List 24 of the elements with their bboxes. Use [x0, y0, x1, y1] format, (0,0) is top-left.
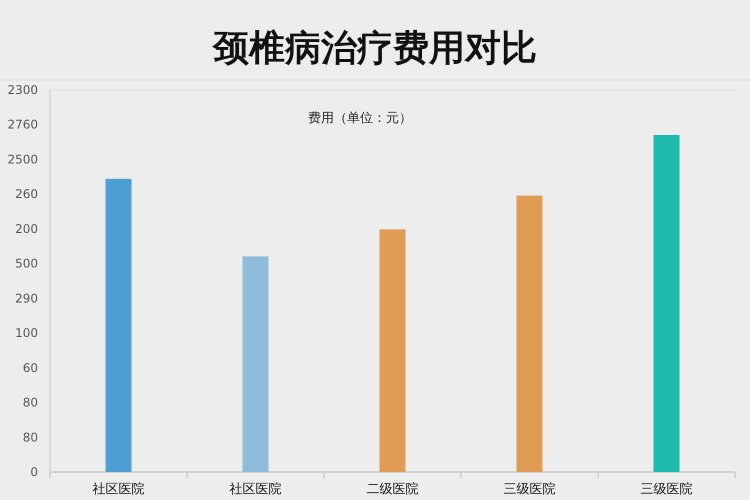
text: 290 — [15, 291, 38, 306]
text: 500 — [15, 256, 38, 271]
bar — [242, 256, 268, 472]
bar — [516, 196, 542, 472]
text: 80 — [22, 430, 38, 444]
text: 80 — [22, 396, 38, 410]
x-tick-label: 二级医院 — [366, 482, 418, 497]
x-tick-label: 社区医院 — [92, 482, 144, 497]
text: 2760 — [7, 118, 38, 132]
text: 100 — [15, 326, 38, 340]
text: 2500 — [7, 152, 38, 166]
text: 60 — [22, 360, 38, 375]
x-tick-label: 社区医院 — [230, 482, 282, 497]
bar — [380, 229, 406, 472]
text: 260 — [15, 187, 38, 202]
text: 200 — [15, 222, 38, 236]
bar — [106, 178, 132, 472]
text: 2300 — [7, 83, 38, 97]
y-axis-title: 费用（单位：元） — [308, 111, 412, 126]
text: 0 — [30, 465, 38, 479]
x-tick-label: 三级医院 — [504, 482, 556, 497]
x-tick-label: 三级医院 — [640, 482, 692, 497]
bar — [654, 135, 680, 472]
chart-title: 颈椎病治疗费用对比 — [211, 28, 537, 69]
